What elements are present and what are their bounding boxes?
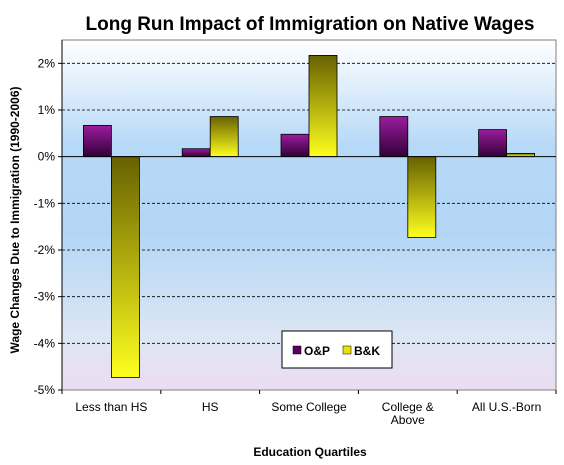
x-category-label: Less than HS xyxy=(75,400,147,414)
bar-op-4 xyxy=(478,129,508,158)
x-category-label: HS xyxy=(202,400,219,414)
x-category-label: College & xyxy=(382,400,434,414)
x-category-label: All U.S.-Born xyxy=(472,400,541,414)
bar-op-0 xyxy=(83,125,112,158)
y-tick-label: 1% xyxy=(38,103,56,117)
x-axis-title: Education Quartiles xyxy=(253,445,367,459)
bar-bk-3 xyxy=(407,156,437,238)
y-tick-label: -1% xyxy=(34,196,56,210)
bar-bk-0 xyxy=(111,156,140,378)
legend: O&P B&K xyxy=(281,330,393,369)
y-tick-label: 2% xyxy=(38,56,56,70)
legend-label-op: O&P xyxy=(304,344,330,358)
y-axis-ticks: 2% 1% 0% -1% -2% -3% -4% -5% xyxy=(34,56,62,397)
bar-bk-2 xyxy=(308,55,338,158)
y-tick-label: -4% xyxy=(34,336,56,350)
y-tick-label: -5% xyxy=(34,383,56,397)
legend-swatch-bk xyxy=(342,345,352,355)
legend-swatch-op xyxy=(292,345,302,355)
legend-label-bk: B&K xyxy=(354,344,380,358)
y-tick-label: -2% xyxy=(34,243,56,257)
y-axis-title: Wage Changes Due to Immigration (1990-20… xyxy=(8,87,22,354)
x-axis-categories: Less than HS HS Some College College &Above… xyxy=(61,390,557,427)
y-tick-label: -3% xyxy=(34,290,56,304)
x-category-label: Above xyxy=(391,413,425,427)
bar-op-3 xyxy=(379,116,409,158)
bar-op-1 xyxy=(181,148,211,158)
y-tick-label: 0% xyxy=(38,150,56,164)
bar-op-2 xyxy=(280,133,310,158)
chart-title: Long Run Impact of Immigration on Native… xyxy=(86,14,535,35)
bar-bk-1 xyxy=(209,116,239,158)
x-category-label: Some College xyxy=(271,400,347,414)
bars xyxy=(83,55,536,378)
